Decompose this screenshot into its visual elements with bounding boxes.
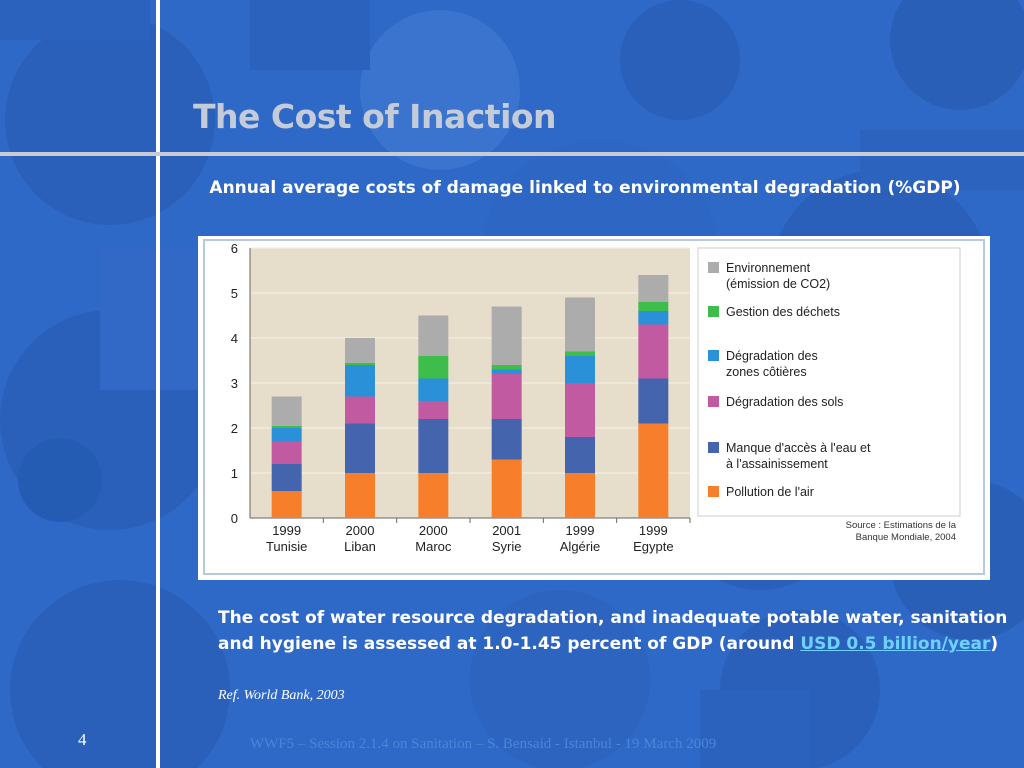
bar-segment xyxy=(491,374,522,419)
y-tick-label: 1 xyxy=(231,466,238,481)
summary-text-end: ) xyxy=(990,634,999,654)
x-tick-label: 1999 xyxy=(566,523,595,538)
x-tick-label: 1999 xyxy=(272,523,301,538)
bar-segment xyxy=(345,362,375,365)
legend-swatch xyxy=(708,396,719,407)
bar-segment xyxy=(491,369,522,374)
chart-container: 0 1 2 3 4 5 6 1999 Tunisie 2000 Liban 2000 Maroc 2001… xyxy=(198,236,990,580)
bar-segment xyxy=(638,423,669,518)
bar-segment xyxy=(638,324,669,379)
horizontal-divider xyxy=(0,152,1024,156)
bar-segment xyxy=(271,425,302,428)
x-tick-label: Algérie xyxy=(560,539,600,554)
source-note: Banque Mondiale, 2004 xyxy=(856,532,956,543)
legend-label: Dégradation des xyxy=(726,349,818,363)
bar-segment xyxy=(345,473,375,518)
bar-segment xyxy=(418,315,449,356)
bar-segment xyxy=(418,356,449,379)
y-tick-label: 3 xyxy=(231,376,238,391)
page-number: 4 xyxy=(78,730,87,749)
bar-segment xyxy=(638,378,669,424)
legend-label: Manque d'accès à l'eau et xyxy=(726,441,871,455)
bar-segment xyxy=(345,396,375,424)
legend-label: à l'assainissement xyxy=(726,457,828,471)
bar-segment xyxy=(271,441,302,464)
x-tick-label: 2000 xyxy=(346,523,375,538)
bar-segment xyxy=(418,401,449,419)
legend-label: Environnement xyxy=(726,261,811,275)
x-tick-label: Tunisie xyxy=(266,539,307,554)
bar-segment xyxy=(565,356,595,383)
legend-label: Gestion des déchets xyxy=(726,305,840,319)
y-tick-label: 4 xyxy=(231,331,238,346)
slide-title: The Cost of Inaction xyxy=(193,97,557,136)
legend-swatch xyxy=(708,442,719,453)
legend-swatch xyxy=(708,350,719,361)
bar-segment xyxy=(271,428,302,442)
bar-segment xyxy=(638,311,669,325)
legend-label: zones côtières xyxy=(726,365,807,379)
x-tick-label: Egypte xyxy=(633,539,673,554)
bar-segment xyxy=(491,419,522,460)
legend-swatch xyxy=(708,262,719,273)
x-tick-label: Liban xyxy=(344,539,376,554)
x-tick-label: 1999 xyxy=(639,523,668,538)
footer-text: WWF5 – Session 2.1.4 on Sanitation – S. … xyxy=(250,736,717,752)
bar-segment xyxy=(345,423,375,473)
x-tick-label: 2001 xyxy=(492,523,521,538)
bar-segment xyxy=(565,297,595,352)
bar-segment xyxy=(271,396,302,426)
legend-label: Pollution de l'air xyxy=(726,485,814,499)
legend-label: (émission de CO2) xyxy=(726,277,830,291)
vertical-divider xyxy=(156,0,160,768)
bar-segment xyxy=(638,302,669,311)
legend-swatch xyxy=(708,306,719,317)
y-tick-label: 6 xyxy=(231,241,238,256)
chart-caption: Annual average costs of damage linked to… xyxy=(209,178,961,198)
y-tick-label: 5 xyxy=(231,286,238,301)
bar-segment xyxy=(418,378,449,401)
y-tick-label: 2 xyxy=(231,421,238,436)
bar-segment xyxy=(271,464,302,491)
bar-segment xyxy=(565,437,595,473)
bar-segment xyxy=(491,306,522,365)
summary-paragraph: The cost of water resource degradation, … xyxy=(218,605,1008,657)
summary-text-start: The cost of water resource degradation, … xyxy=(218,608,1008,654)
reference-note: Ref. World Bank, 2003 xyxy=(218,688,345,703)
bar-segment xyxy=(418,419,449,473)
y-tick-label: 0 xyxy=(231,511,238,526)
bar-segment xyxy=(491,459,522,518)
bar-segment xyxy=(565,351,595,356)
legend-swatch xyxy=(708,486,719,497)
legend-label: Dégradation des sols xyxy=(726,395,843,409)
legend-box xyxy=(697,247,961,517)
x-tick-label: 2000 xyxy=(419,523,448,538)
bar-segment xyxy=(345,365,375,397)
usd-highlight-link[interactable]: USD 0.5 billion/year xyxy=(800,634,991,654)
bar-segment xyxy=(565,383,595,437)
bar-segment xyxy=(565,473,595,518)
source-note: Source : Estimations de la xyxy=(846,520,957,531)
bar-segment xyxy=(418,473,449,518)
bar-segment xyxy=(638,275,669,302)
x-tick-label: Maroc xyxy=(415,539,452,554)
stacked-bar-chart: 01234561999Tunisie2000Liban2000Maroc2001… xyxy=(203,239,985,575)
x-tick-label: Syrie xyxy=(492,539,522,554)
bar-segment xyxy=(491,365,522,370)
bar-segment xyxy=(345,338,375,363)
bar-segment xyxy=(271,491,302,518)
